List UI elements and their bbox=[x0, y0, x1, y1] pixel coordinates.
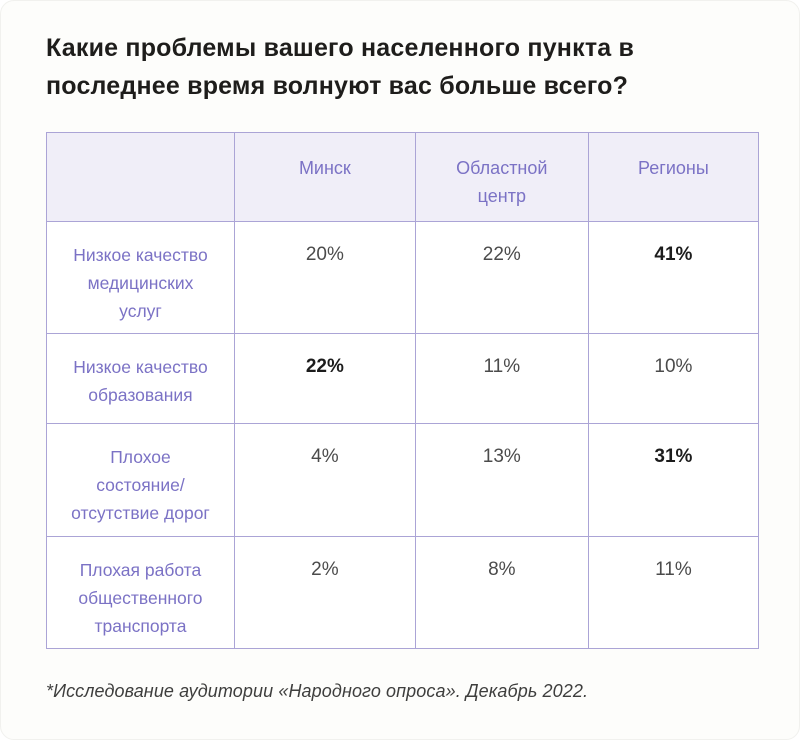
row-label: Плохая работа общественного транспорта bbox=[46, 536, 235, 649]
value-cell: 10% bbox=[587, 333, 760, 424]
table-row: Низкое качество образования 22% 11% 10% bbox=[46, 333, 760, 424]
row-label: Низкое качество медицинских услуг bbox=[46, 221, 235, 334]
value-cell: 11% bbox=[414, 333, 589, 424]
column-header-regiony: Регионы bbox=[587, 132, 760, 222]
source-footnote: *Исследование аудитории «Народного опрос… bbox=[46, 681, 589, 701]
value-cell: 20% bbox=[233, 221, 416, 334]
survey-table: Минск Областной центр Регионы Низкое кач… bbox=[46, 132, 760, 649]
value-cell: 4% bbox=[233, 423, 416, 537]
value-cell: 11% bbox=[587, 536, 760, 649]
value-cell-highlighted: 41% bbox=[587, 221, 760, 334]
table-header: Минск Областной центр Регионы bbox=[46, 132, 760, 222]
value-cell: 22% bbox=[414, 221, 589, 334]
table-body: Низкое качество медицинских услуг 20% 22% 4… bbox=[46, 221, 760, 649]
value-cell-highlighted: 31% bbox=[587, 423, 760, 537]
column-header-minsk: Минск bbox=[233, 132, 416, 222]
table-row: Низкое качество медицинских услуг 20% 22% 4… bbox=[46, 221, 760, 334]
column-header-oblastnoy-centr: Областной центр bbox=[414, 132, 589, 222]
table-row: Плохое состояние/ отсутствие дорог 4% 13% 3… bbox=[46, 423, 760, 537]
value-cell: 13% bbox=[414, 423, 589, 537]
value-cell: 8% bbox=[414, 536, 589, 649]
value-cell: 2% bbox=[233, 536, 416, 649]
header-row: Минск Областной центр Регионы bbox=[46, 132, 760, 222]
value-cell-highlighted: 22% bbox=[233, 333, 416, 424]
row-label: Плохое состояние/ отсутствие дорог bbox=[46, 423, 235, 537]
table-row: Плохая работа общественного транспорта 2%… bbox=[46, 536, 760, 649]
page-title: Какие проблемы вашего населенного пункта… bbox=[46, 34, 635, 100]
row-label: Низкое качество образования bbox=[46, 333, 235, 424]
content-area: Какие проблемы вашего населенного пункта… bbox=[1, 1, 799, 702]
table-corner-cell bbox=[46, 132, 235, 222]
